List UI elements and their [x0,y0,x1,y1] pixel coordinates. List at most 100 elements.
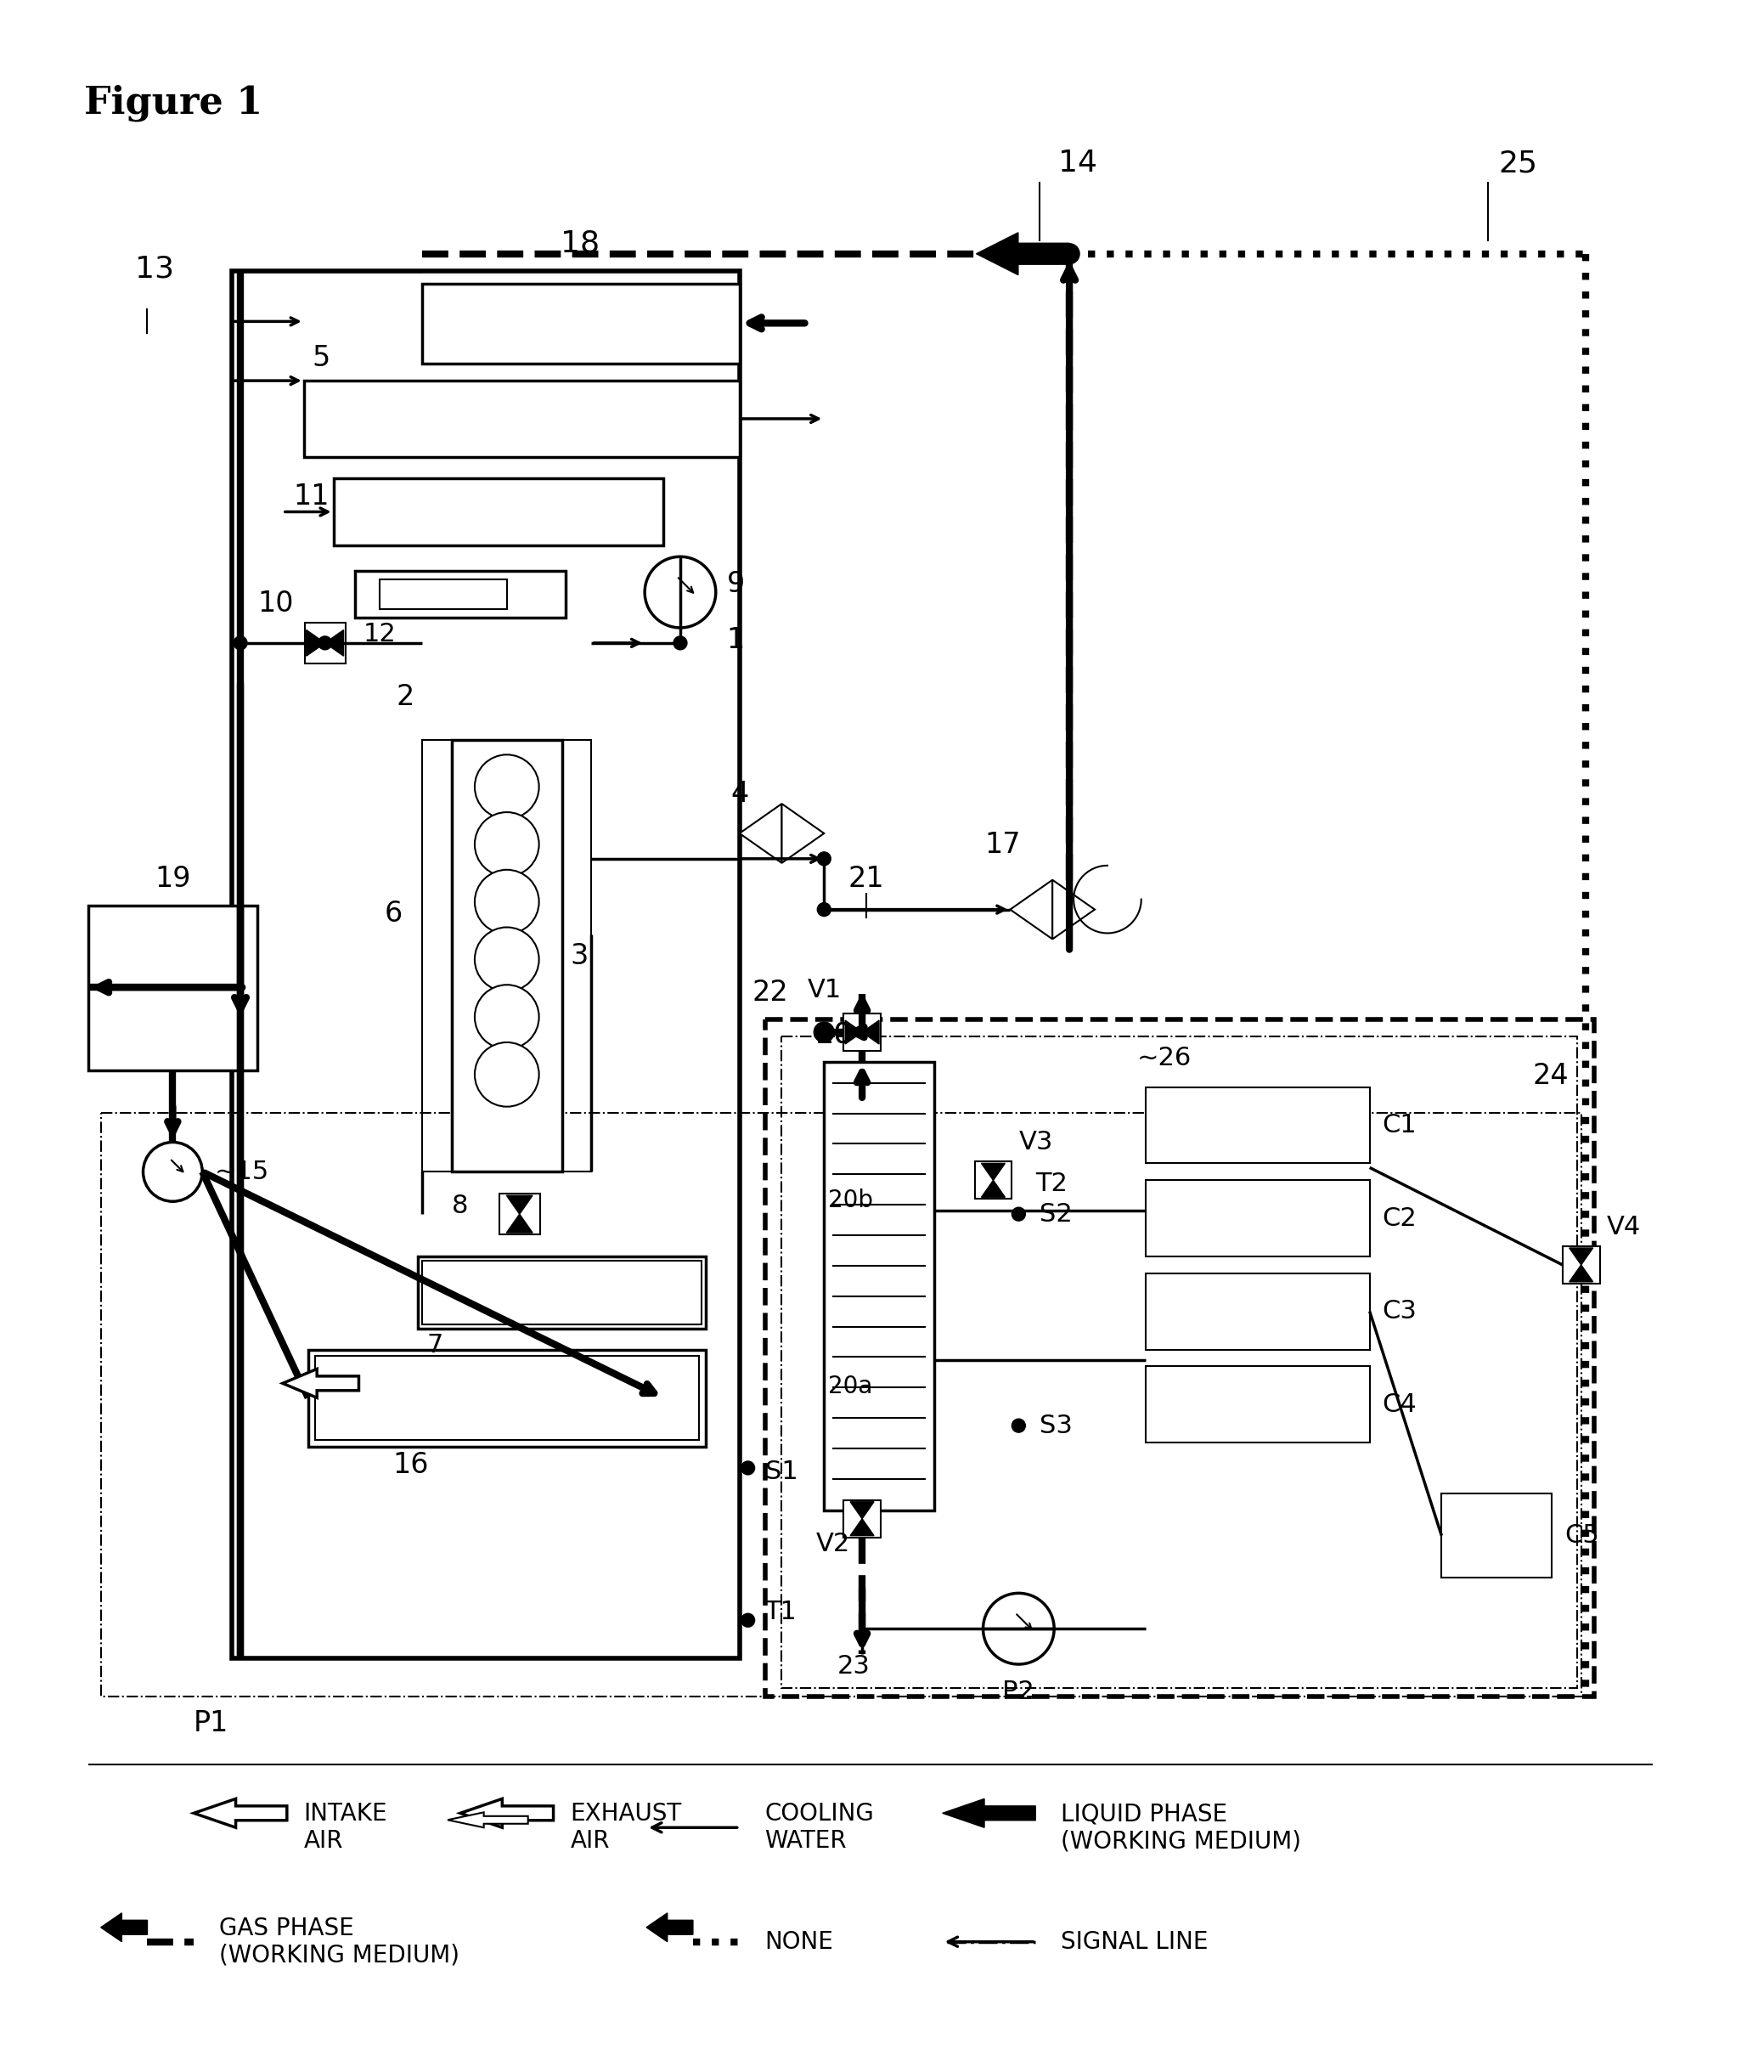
Circle shape [475,812,540,876]
Bar [1145,1088,1369,1162]
Text: 11: 11 [293,483,330,510]
Polygon shape [981,1181,1005,1198]
Bar [975,1162,1013,1200]
Polygon shape [863,1019,878,1044]
Polygon shape [194,1798,288,1828]
Polygon shape [942,1798,1035,1828]
Bar [561,740,591,1173]
Polygon shape [1011,881,1053,939]
Text: Figure 1: Figure 1 [85,85,263,122]
Bar [422,1260,702,1324]
Text: 9: 9 [727,570,744,597]
Polygon shape [781,804,824,862]
Polygon shape [460,1798,554,1828]
Circle shape [813,1021,834,1042]
Text: S1: S1 [766,1461,797,1484]
Bar [422,284,739,365]
Polygon shape [850,1502,873,1519]
Text: 10: 10 [258,591,293,617]
Circle shape [1013,1208,1025,1220]
Polygon shape [1570,1247,1593,1264]
Circle shape [475,1042,540,1106]
Bar [303,381,739,456]
Text: S3: S3 [1039,1413,1073,1438]
Bar [101,1113,1581,1697]
Text: 8: 8 [452,1193,469,1218]
Circle shape [475,870,540,934]
Text: 12: 12 [363,622,395,646]
Text: 16: 16 [393,1450,429,1479]
Polygon shape [1053,881,1095,939]
Text: 22: 22 [751,978,789,1007]
Polygon shape [282,1370,358,1399]
Bar [843,1500,880,1537]
Text: V2: V2 [815,1531,850,1556]
Text: 7: 7 [427,1332,443,1357]
Circle shape [674,636,686,651]
Bar [766,1019,1595,1697]
Text: 20: 20 [815,1021,852,1048]
Circle shape [475,984,540,1048]
Polygon shape [845,1019,863,1044]
Bar [843,1013,880,1051]
Text: NONE: NONE [766,1929,834,1954]
Text: ~15: ~15 [215,1160,270,1183]
Text: 25: 25 [1498,149,1536,178]
Text: 23: 23 [838,1653,870,1678]
Text: 20: 20 [815,1021,852,1048]
Text: 18: 18 [561,230,600,259]
Bar [314,1357,699,1440]
Text: V3: V3 [1018,1129,1053,1154]
Text: 5: 5 [312,344,330,373]
Circle shape [1058,244,1080,263]
Bar [333,479,663,545]
Text: 24: 24 [1533,1061,1568,1090]
Text: V4: V4 [1607,1214,1641,1239]
Bar [309,1349,706,1446]
Circle shape [233,636,247,651]
Circle shape [741,1461,755,1475]
Text: 21: 21 [848,864,884,893]
Polygon shape [739,804,781,862]
Polygon shape [325,630,344,657]
Text: V1: V1 [808,978,841,1003]
Text: C2: C2 [1383,1206,1416,1231]
Text: 19: 19 [155,864,191,893]
Circle shape [983,1593,1055,1664]
Polygon shape [975,232,1069,276]
Circle shape [475,754,540,818]
Bar [418,1256,706,1328]
Bar [305,622,346,663]
Bar [781,1036,1577,1689]
Bar [422,740,452,1173]
Polygon shape [506,1196,533,1214]
Polygon shape [307,630,325,657]
Text: 2: 2 [397,682,415,711]
Text: P2: P2 [1002,1680,1035,1703]
Circle shape [741,1614,755,1627]
Text: C3: C3 [1383,1299,1416,1324]
Polygon shape [448,1813,527,1828]
Text: 6: 6 [385,899,402,928]
Polygon shape [101,1912,148,1941]
Circle shape [143,1142,203,1202]
Circle shape [644,557,716,628]
Circle shape [475,928,540,992]
Bar [452,740,561,1173]
Circle shape [817,852,831,866]
Polygon shape [646,1912,693,1941]
Text: 13: 13 [134,255,173,284]
Text: 20b: 20b [829,1189,873,1212]
Text: GAS PHASE
(WORKING MEDIUM): GAS PHASE (WORKING MEDIUM) [219,1917,460,1968]
Text: ~26: ~26 [1138,1046,1192,1071]
Bar [1145,1181,1369,1256]
Text: COOLING
WATER: COOLING WATER [766,1803,875,1852]
Text: C5: C5 [1565,1523,1598,1548]
Bar [499,1193,540,1235]
Polygon shape [506,1214,533,1233]
Text: C1: C1 [1383,1113,1416,1138]
Text: EXHAUST
AIR: EXHAUST AIR [570,1803,681,1852]
Text: 17: 17 [984,831,1021,858]
Text: T1: T1 [766,1600,797,1624]
Text: 14: 14 [1058,149,1097,178]
